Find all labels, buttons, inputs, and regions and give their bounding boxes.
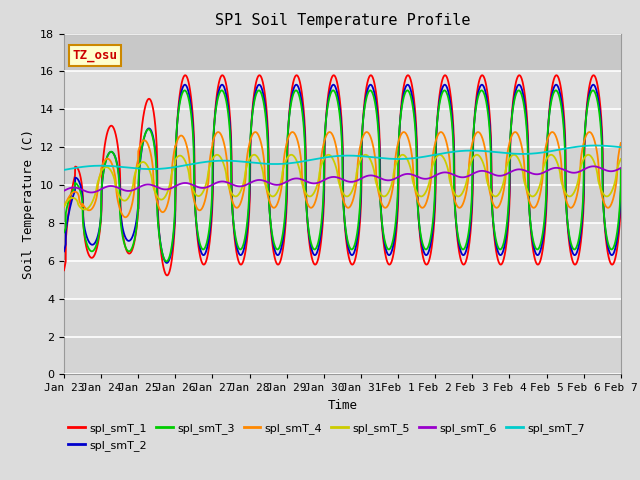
spl_smT_3 — [163, 258, 170, 264]
spl_smT_2 — [406, 86, 414, 92]
spl_smT_3 — [60, 229, 68, 235]
spl_smT_6 — [564, 168, 572, 174]
spl_smT_5 — [407, 166, 415, 172]
Line: spl_smT_7: spl_smT_7 — [64, 145, 621, 170]
spl_smT_1 — [617, 201, 625, 206]
spl_smT_1 — [406, 76, 414, 82]
Legend: spl_smT_1, spl_smT_2, spl_smT_3, spl_smT_4, spl_smT_5, spl_smT_6, spl_smT_7: spl_smT_1, spl_smT_2, spl_smT_3, spl_smT… — [64, 419, 589, 455]
spl_smT_3 — [617, 167, 625, 173]
spl_smT_6 — [406, 171, 414, 177]
spl_smT_5 — [180, 155, 188, 161]
spl_smT_6 — [589, 163, 597, 169]
Title: SP1 Soil Temperature Profile: SP1 Soil Temperature Profile — [214, 13, 470, 28]
spl_smT_2 — [60, 249, 68, 254]
spl_smT_5 — [617, 156, 625, 162]
spl_smT_6 — [180, 180, 188, 186]
Line: spl_smT_6: spl_smT_6 — [64, 166, 621, 192]
Bar — [64, 72, 621, 147]
Bar — [64, 299, 621, 374]
spl_smT_4 — [564, 203, 572, 208]
Line: spl_smT_2: spl_smT_2 — [64, 85, 621, 263]
spl_smT_7 — [617, 144, 625, 150]
spl_smT_5 — [617, 156, 625, 162]
Bar — [64, 34, 621, 72]
spl_smT_2 — [552, 82, 560, 88]
spl_smT_3 — [406, 93, 414, 98]
spl_smT_5 — [60, 203, 68, 209]
spl_smT_2 — [180, 83, 188, 89]
spl_smT_5 — [397, 153, 404, 158]
Line: spl_smT_4: spl_smT_4 — [64, 132, 621, 217]
Text: TZ_osu: TZ_osu — [72, 49, 117, 62]
spl_smT_1 — [515, 72, 523, 78]
spl_smT_4 — [60, 204, 68, 210]
spl_smT_3 — [397, 112, 404, 118]
spl_smT_7 — [179, 163, 187, 168]
spl_smT_3 — [617, 182, 625, 188]
spl_smT_4 — [406, 144, 414, 150]
spl_smT_1 — [163, 273, 171, 278]
spl_smT_6 — [88, 190, 95, 195]
spl_smT_1 — [617, 204, 625, 210]
spl_smT_6 — [617, 165, 625, 171]
Bar — [64, 147, 621, 223]
spl_smT_1 — [180, 74, 188, 80]
spl_smT_6 — [60, 188, 68, 193]
spl_smT_5 — [216, 153, 223, 159]
Line: spl_smT_1: spl_smT_1 — [64, 75, 621, 276]
spl_smT_5 — [81, 207, 88, 213]
spl_smT_3 — [564, 224, 572, 230]
X-axis label: Time: Time — [328, 399, 357, 412]
spl_smT_1 — [564, 230, 572, 236]
Y-axis label: Soil Temperature (C): Soil Temperature (C) — [22, 129, 35, 279]
spl_smT_4 — [586, 129, 593, 135]
spl_smT_6 — [617, 165, 625, 171]
spl_smT_7 — [406, 156, 414, 161]
spl_smT_4 — [397, 132, 404, 138]
spl_smT_3 — [180, 88, 188, 94]
spl_smT_3 — [216, 90, 223, 96]
Line: spl_smT_5: spl_smT_5 — [64, 155, 621, 210]
spl_smT_4 — [216, 130, 223, 135]
spl_smT_2 — [617, 194, 625, 200]
spl_smT_3 — [589, 87, 596, 93]
spl_smT_7 — [564, 145, 572, 151]
spl_smT_7 — [60, 167, 68, 173]
spl_smT_1 — [397, 108, 404, 114]
spl_smT_4 — [617, 141, 625, 146]
Bar — [64, 223, 621, 299]
spl_smT_2 — [617, 189, 625, 195]
spl_smT_7 — [397, 156, 404, 162]
spl_smT_7 — [216, 158, 223, 164]
spl_smT_2 — [397, 111, 404, 117]
spl_smT_6 — [216, 179, 223, 185]
spl_smT_4 — [180, 134, 188, 140]
spl_smT_1 — [60, 267, 68, 273]
spl_smT_5 — [564, 193, 572, 199]
spl_smT_2 — [564, 227, 572, 232]
spl_smT_2 — [216, 85, 223, 91]
spl_smT_7 — [617, 144, 625, 150]
spl_smT_1 — [216, 77, 223, 83]
spl_smT_4 — [122, 215, 129, 220]
Line: spl_smT_3: spl_smT_3 — [64, 90, 621, 261]
spl_smT_2 — [163, 260, 171, 266]
spl_smT_5 — [324, 152, 332, 157]
spl_smT_4 — [617, 140, 625, 146]
spl_smT_6 — [397, 173, 404, 179]
spl_smT_7 — [592, 143, 600, 148]
